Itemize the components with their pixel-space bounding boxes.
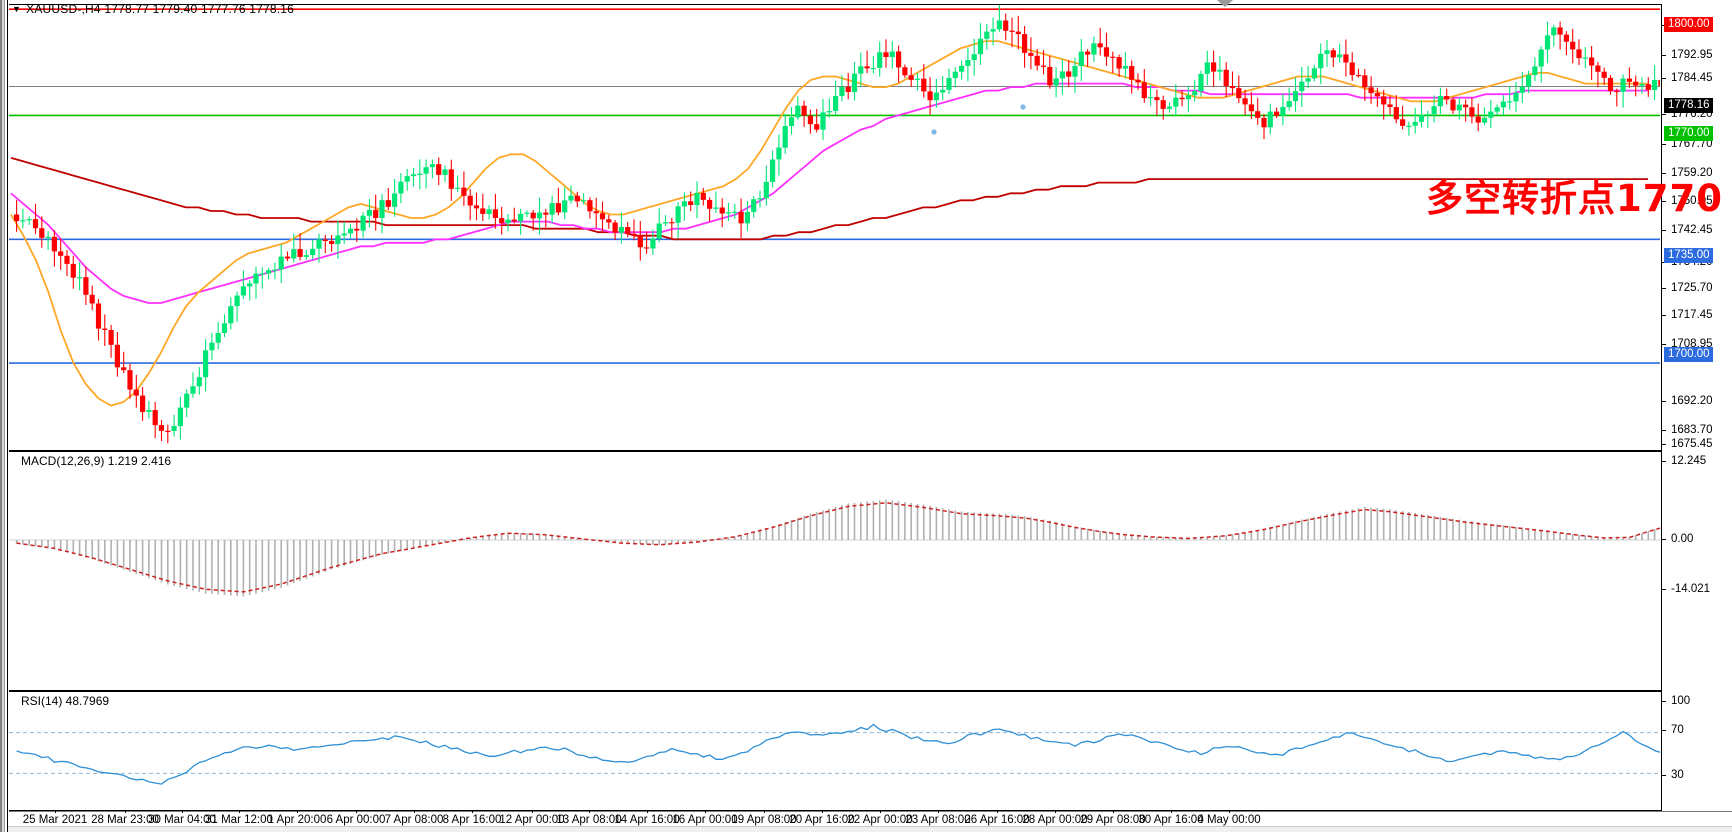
macd-plot-area[interactable]	[9, 452, 1661, 690]
time-axis-label: 14 Apr 16:00	[614, 814, 680, 826]
macd-label: MACD(12,26,9) 1.219 2.416	[21, 454, 172, 468]
time-axis-label: 26 Apr 16:00	[964, 814, 1030, 826]
time-axis-label: 6 Apr 00:00	[326, 814, 386, 826]
time-tick-mark	[297, 810, 298, 813]
price-tick: 1683.70	[1662, 424, 1732, 436]
bottom-status-strip	[2, 826, 1732, 832]
rsi-scale[interactable]: 100 70 30	[1662, 691, 1732, 811]
price-tick: 1767.70	[1662, 138, 1732, 150]
price-tick: 1735.00	[1664, 248, 1713, 263]
time-tick-mark	[589, 810, 590, 813]
price-tick: 1717.45	[1662, 309, 1732, 321]
time-axis-label: 22 Apr 00:00	[847, 814, 913, 826]
time-tick-mark	[764, 810, 765, 813]
time-tick-mark	[1055, 810, 1056, 813]
time-axis-label: 30 Mar 04:00	[148, 814, 216, 826]
macd-tick: 0.00	[1662, 533, 1732, 545]
time-axis-label: 25 Mar 2021	[22, 814, 88, 826]
price-tick: 1692.20	[1662, 395, 1732, 407]
time-axis-label: 30 Apr 16:00	[1138, 814, 1204, 826]
time-tick-mark	[647, 810, 648, 813]
time-axis-label: 4 May 00:00	[1197, 814, 1261, 826]
price-tick: 1742.45	[1662, 224, 1732, 236]
symbol-info-line: ▼ XAUUSD-,H4 1778.77 1779.40 1777.76 1778…	[12, 2, 294, 16]
time-tick-mark	[997, 810, 998, 813]
macd-tick: 12.245	[1662, 455, 1732, 467]
price-tick: 1759.20	[1662, 167, 1732, 179]
left-rail	[2, 0, 8, 832]
price-scale[interactable]: 1800.001801.201792.951784.451778.161776.…	[1662, 4, 1732, 451]
price-panel[interactable]	[9, 4, 1662, 451]
time-tick-mark	[1171, 810, 1172, 813]
price-tick: 1750.95	[1662, 195, 1732, 207]
rsi-panel[interactable]: RSI(14) 48.7969	[9, 691, 1662, 811]
time-axis-baseline	[9, 811, 1732, 812]
time-axis-label: 7 Apr 08:00	[384, 814, 444, 826]
macd-tick: -14.021	[1662, 583, 1732, 595]
time-axis-label: 12 Apr 00:00	[499, 814, 565, 826]
price-tick: 1778.16	[1664, 98, 1713, 113]
price-tick: 1800.00	[1664, 17, 1713, 32]
macd-scale[interactable]: 12.245 0.00 -14.021	[1662, 451, 1732, 691]
rsi-tick: 70	[1662, 724, 1732, 736]
price-plot-area[interactable]	[9, 5, 1661, 450]
price-tick: 1784.45	[1662, 72, 1732, 84]
rsi-tick: 100	[1662, 695, 1732, 707]
price-tick: 1725.70	[1662, 282, 1732, 294]
time-tick-mark	[822, 810, 823, 813]
scroll-position-marker[interactable]	[1217, 0, 1233, 7]
time-axis-label: 29 Apr 08:00	[1080, 814, 1146, 826]
time-axis-label: 23 Apr 08:00	[905, 814, 971, 826]
time-axis-label: 16 Apr 00:00	[672, 814, 738, 826]
time-axis-label: 19 Apr 08:00	[731, 814, 797, 826]
time-tick-mark	[125, 810, 126, 813]
time-tick-mark	[239, 810, 240, 813]
chart-annotation-text: 多空转折点1770	[1426, 177, 1723, 220]
time-tick-mark	[356, 810, 357, 813]
time-axis-label: 28 Apr 00:00	[1022, 814, 1088, 826]
symbol-text: XAUUSD-,H4 1778.77 1779.40 1777.76 1778.…	[26, 2, 295, 16]
price-tick: 1675.45	[1662, 438, 1732, 450]
time-tick-mark	[938, 810, 939, 813]
price-tick: 1792.95	[1662, 49, 1732, 61]
time-axis-label: 8 Apr 16:00	[442, 814, 502, 826]
time-tick-mark	[1113, 810, 1114, 813]
time-tick-mark	[532, 810, 533, 813]
time-axis[interactable]: 25 Mar 2021 28 Mar 23:00 30 Mar 04:00 31 Ma…	[9, 810, 1662, 832]
time-tick-mark	[1229, 810, 1230, 813]
chevron-down-icon[interactable]: ▼	[12, 4, 22, 14]
rsi-tick: 30	[1662, 769, 1732, 781]
rsi-plot-area[interactable]	[9, 692, 1661, 810]
time-tick-mark	[414, 810, 415, 813]
macd-panel[interactable]: MACD(12,26,9) 1.219 2.416	[9, 451, 1662, 691]
price-tick: 1700.00	[1664, 347, 1713, 362]
time-axis-label: 20 Apr 16:00	[789, 814, 855, 826]
time-tick-mark	[182, 810, 183, 813]
time-tick-mark	[880, 810, 881, 813]
time-tick-mark	[705, 810, 706, 813]
rsi-label: RSI(14) 48.7969	[21, 694, 110, 708]
time-axis-label: 13 Apr 08:00	[556, 814, 622, 826]
time-axis-label: 31 Mar 12:00	[205, 814, 273, 826]
time-axis-label: 1 Apr 20:00	[267, 814, 327, 826]
time-tick-mark	[472, 810, 473, 813]
time-axis-label: 28 Mar 23:00	[91, 814, 159, 826]
left-scroll-rail[interactable]	[2, 0, 5, 832]
price-tick: 1770.00	[1664, 126, 1713, 141]
time-tick-mark	[55, 810, 56, 813]
